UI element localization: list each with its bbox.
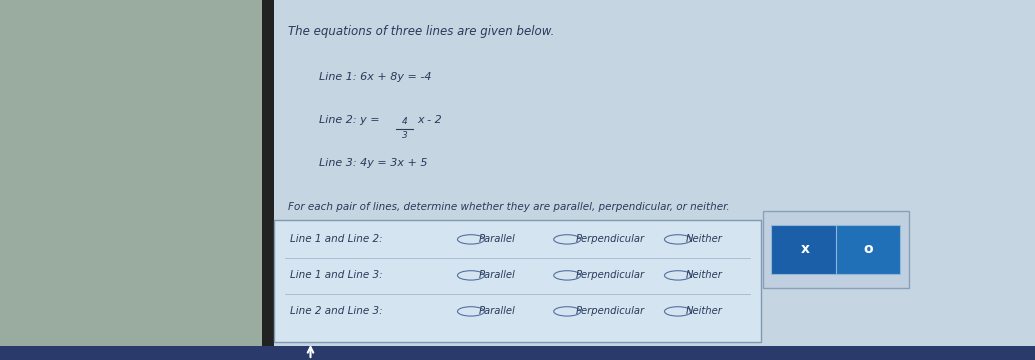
Text: Parallel: Parallel — [479, 306, 516, 316]
FancyBboxPatch shape — [274, 220, 761, 342]
Text: Neither: Neither — [686, 234, 723, 244]
Circle shape — [457, 271, 484, 280]
FancyBboxPatch shape — [771, 225, 840, 274]
Text: Line 2: y =: Line 2: y = — [319, 115, 383, 125]
Text: Parallel: Parallel — [479, 234, 516, 244]
Text: Parallel: Parallel — [479, 270, 516, 280]
Text: 3: 3 — [402, 131, 408, 140]
Text: Line 1 and Line 2:: Line 1 and Line 2: — [290, 234, 382, 244]
FancyBboxPatch shape — [274, 0, 1035, 360]
Text: o: o — [863, 242, 874, 256]
Text: Line 1 and Line 3:: Line 1 and Line 3: — [290, 270, 382, 280]
Text: For each pair of lines, determine whether they are parallel, perpendicular, or n: For each pair of lines, determine whethe… — [288, 202, 730, 212]
Circle shape — [554, 307, 581, 316]
Text: x: x — [801, 242, 810, 256]
Text: Perpendicular: Perpendicular — [575, 270, 645, 280]
Text: x - 2: x - 2 — [417, 115, 442, 125]
FancyBboxPatch shape — [262, 0, 274, 360]
Circle shape — [457, 307, 484, 316]
Circle shape — [664, 235, 691, 244]
Text: 4: 4 — [402, 117, 408, 126]
FancyBboxPatch shape — [0, 0, 274, 360]
Circle shape — [554, 235, 581, 244]
Text: Neither: Neither — [686, 306, 723, 316]
Text: Line 3: 4y = 3x + 5: Line 3: 4y = 3x + 5 — [319, 158, 427, 168]
FancyBboxPatch shape — [836, 225, 900, 274]
Circle shape — [457, 235, 484, 244]
Circle shape — [664, 307, 691, 316]
FancyBboxPatch shape — [763, 211, 909, 288]
Circle shape — [664, 271, 691, 280]
Text: Neither: Neither — [686, 270, 723, 280]
Text: The equations of three lines are given below.: The equations of three lines are given b… — [288, 25, 554, 38]
Text: Line 1: 6x + 8y = -4: Line 1: 6x + 8y = -4 — [319, 72, 432, 82]
Circle shape — [554, 271, 581, 280]
FancyBboxPatch shape — [0, 346, 1035, 360]
Text: Perpendicular: Perpendicular — [575, 306, 645, 316]
Text: Line 2 and Line 3:: Line 2 and Line 3: — [290, 306, 382, 316]
Text: Perpendicular: Perpendicular — [575, 234, 645, 244]
